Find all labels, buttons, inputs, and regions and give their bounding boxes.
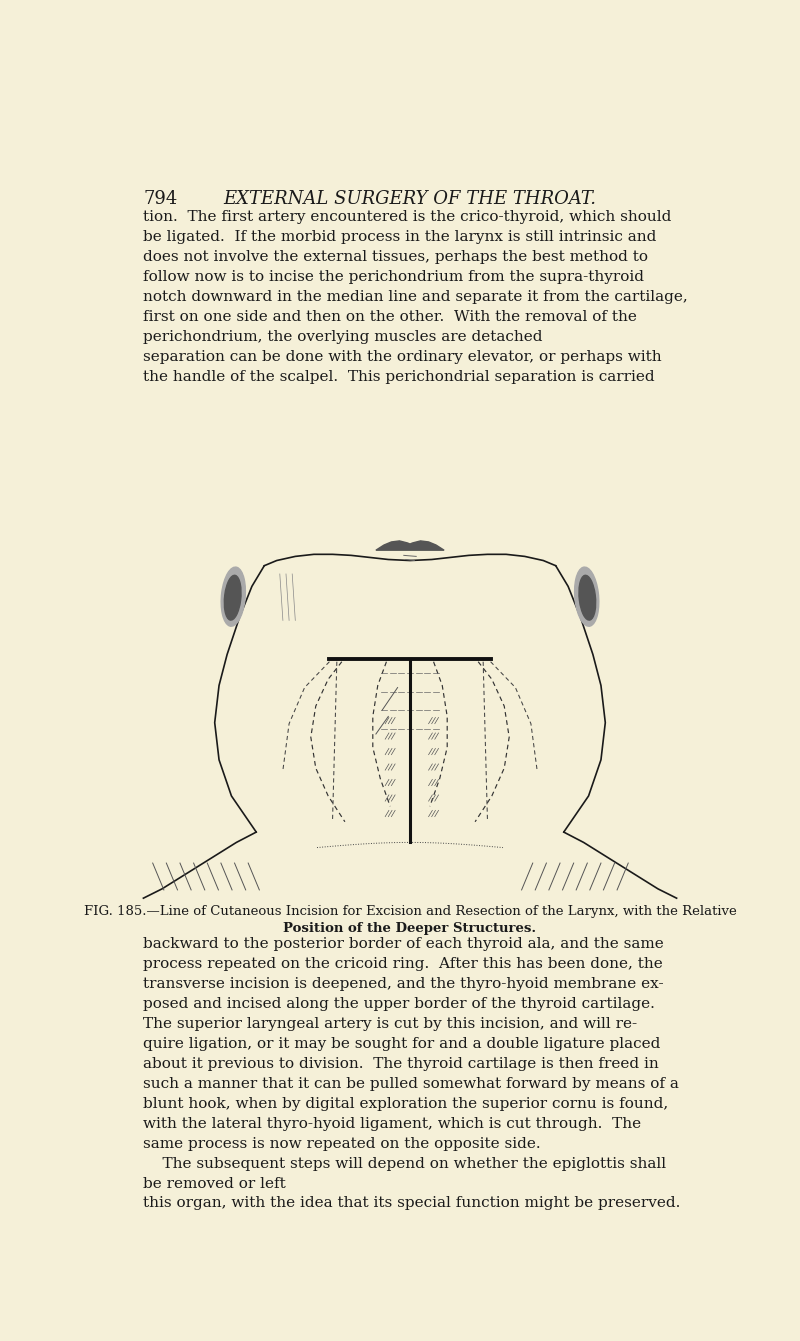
Text: FIG. 185.—Line of Cutaneous Incision for Excision and Resection of the Larynx, w: FIG. 185.—Line of Cutaneous Incision for… (84, 905, 736, 919)
Text: this organ, with the idea that its special function might be preserved.: this organ, with the idea that its speci… (143, 1196, 681, 1211)
Polygon shape (376, 540, 444, 550)
Text: EXTERNAL SURGERY OF THE THROAT.: EXTERNAL SURGERY OF THE THROAT. (223, 190, 597, 208)
Text: blunt hook, when by digital exploration the superior cornu is found,: blunt hook, when by digital exploration … (143, 1097, 669, 1110)
Ellipse shape (224, 575, 241, 620)
Text: such a manner that it can be pulled somewhat forward by means of a: such a manner that it can be pulled some… (143, 1077, 679, 1092)
Text: quire ligation, or it may be sought for and a double ligature placed: quire ligation, or it may be sought for … (143, 1037, 661, 1051)
Ellipse shape (574, 567, 599, 626)
Text: The subsequent steps will depend on whether the epiglottis shall: The subsequent steps will depend on whet… (143, 1157, 666, 1171)
Text: posed and incised along the upper border of the thyroid cartilage.: posed and incised along the upper border… (143, 998, 655, 1011)
Text: Position of the Deeper Structures.: Position of the Deeper Structures. (283, 921, 537, 935)
Text: process repeated on the cricoid ring.  After this has been done, the: process repeated on the cricoid ring. Af… (143, 957, 663, 971)
Text: perichondrium, the overlying muscles are detached: perichondrium, the overlying muscles are… (143, 330, 548, 345)
Text: transverse incision is deepened, and the thyro-hyoid membrane ex-: transverse incision is deepened, and the… (143, 978, 664, 991)
Text: with the lateral thyro-hyoid ligament, which is cut through.  The: with the lateral thyro-hyoid ligament, w… (143, 1117, 642, 1130)
Text: be ligated.  If the morbid process in the larynx is still intrinsic and: be ligated. If the morbid process in the… (143, 231, 657, 244)
Text: be removed or left: be removed or left (143, 1176, 291, 1191)
Text: separation can be done with the ordinary elevator, or perhaps with: separation can be done with the ordinary… (143, 350, 662, 363)
Text: about it previous to division.  The thyroid cartilage is then freed in: about it previous to division. The thyro… (143, 1057, 659, 1071)
Text: the handle of the scalpel.  This perichondrial separation is carried: the handle of the scalpel. This perichon… (143, 370, 655, 384)
Text: follow now is to incise the perichondrium from the supra-thyroid: follow now is to incise the perichondriu… (143, 271, 645, 284)
Text: first on one side and then on the other.  With the removal of the: first on one side and then on the other.… (143, 310, 638, 325)
Text: backward to the posterior border of each thyroid ala, and the same: backward to the posterior border of each… (143, 937, 664, 951)
Text: does not involve the external tissues, perhaps the best method to: does not involve the external tissues, p… (143, 251, 648, 264)
Text: notch downward in the median line and separate it from the cartilage,: notch downward in the median line and se… (143, 290, 688, 304)
Text: The superior laryngeal artery is cut by this incision, and will re-: The superior laryngeal artery is cut by … (143, 1016, 638, 1031)
Text: same process is now repeated on the opposite side.: same process is now repeated on the oppo… (143, 1137, 541, 1151)
Text: 794: 794 (143, 190, 178, 208)
Ellipse shape (221, 567, 246, 626)
Ellipse shape (579, 575, 596, 620)
Text: tion.  The first artery encountered is the crico-thyroid, which should: tion. The first artery encountered is th… (143, 211, 672, 224)
